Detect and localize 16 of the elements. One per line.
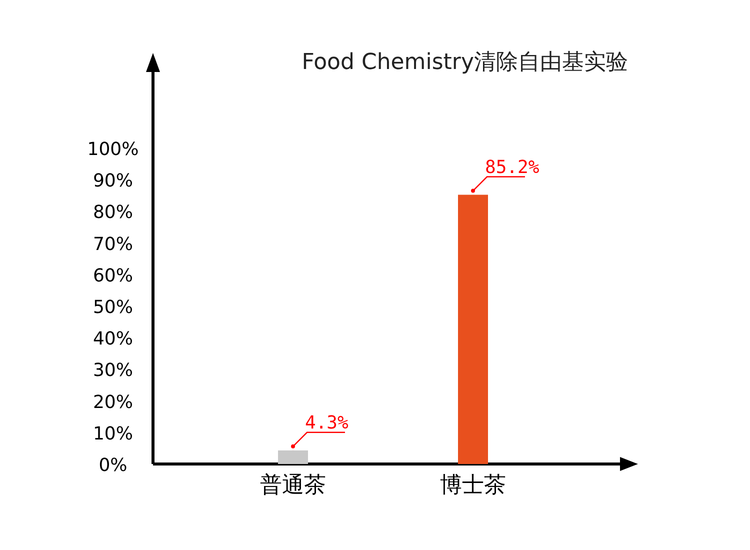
y-tick-label: 0% (98, 455, 128, 476)
y-tick-label: 30% (92, 360, 134, 382)
y-tick-label: 10% (92, 423, 134, 444)
y-tick-label: 50% (92, 297, 134, 318)
chart-title: Food Chemistry清除自由基实验 (302, 50, 628, 75)
y-tick-label: 70% (92, 234, 134, 255)
y-tick-label: 60% (92, 265, 134, 286)
data-label: 85.2% (485, 156, 540, 178)
y-tick-label: 90% (92, 170, 134, 192)
y-tick-label: 20% (92, 392, 134, 413)
x-tick-label: 普通茶 (260, 473, 326, 498)
y-tick-label: 100% (87, 139, 139, 160)
y-tick-label: 40% (92, 328, 134, 350)
x-tick-label: 博士茶 (440, 473, 506, 498)
data-label: 4.3% (305, 412, 349, 434)
y-tick-label: 80% (92, 202, 134, 224)
